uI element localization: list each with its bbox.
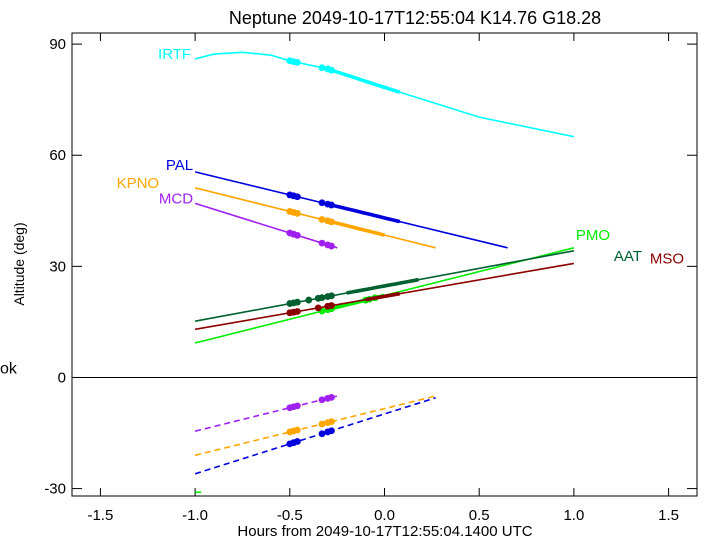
y-tick-label: 0 <box>58 369 66 386</box>
label-mso: MSO <box>650 250 684 267</box>
series-dot <box>318 64 326 72</box>
series-thick-segment <box>365 291 401 302</box>
y-axis-label: Altitude (deg) <box>11 222 27 305</box>
label-irtf: IRTF <box>158 46 191 63</box>
y-tick-label: -30 <box>44 481 66 498</box>
series-dot <box>293 298 301 306</box>
series-below-dot <box>293 438 301 445</box>
series-dot <box>293 209 301 217</box>
label-aat: AAT <box>614 248 642 265</box>
x-tick-label: -1.0 <box>182 507 208 524</box>
series-dot <box>293 59 301 66</box>
series-mso <box>194 262 575 331</box>
series-below-dot <box>328 393 335 401</box>
series-dot <box>318 239 326 247</box>
series-thick-segment <box>346 277 419 295</box>
label-pmo: PMO <box>576 227 610 244</box>
series-below-horizon <box>194 395 338 432</box>
series-aat <box>194 250 575 322</box>
series-dot <box>328 242 335 250</box>
series-below-dot <box>328 418 335 426</box>
label-pal: PAL <box>166 157 193 174</box>
x-tick-label: 1.5 <box>658 507 679 524</box>
x-tick-label: -1.5 <box>87 507 113 524</box>
series-below-dot <box>318 430 326 438</box>
series-kpno <box>194 187 436 457</box>
series-irtf <box>194 51 575 138</box>
y-tick-label: 60 <box>49 147 66 164</box>
series-line <box>194 187 436 249</box>
series-line <box>194 51 575 138</box>
series-dot <box>305 296 313 304</box>
series-below-horizon <box>194 397 436 475</box>
series-line <box>194 202 338 249</box>
series-below-dot <box>318 396 326 404</box>
x-tick-label: 0.0 <box>374 507 395 524</box>
series-dot <box>293 193 301 201</box>
series-dot <box>318 216 326 223</box>
series-thick-segment <box>327 202 401 224</box>
series-dot <box>314 294 322 302</box>
axis-ticks: -1.5 -1.0 -0.5 0.0 0.5 1.0 1.5 -30 0 30 60 90 <box>44 33 697 524</box>
series-pal <box>194 171 508 475</box>
series-group <box>194 51 575 494</box>
x-tick-label: 0.5 <box>469 507 490 524</box>
plot-frame <box>71 32 698 497</box>
label-kpno: KPNO <box>117 175 160 192</box>
series-below-dot <box>293 426 301 434</box>
series-dot <box>314 304 322 312</box>
y-tick-label: 90 <box>49 36 66 53</box>
series-below-dot <box>293 402 301 410</box>
series-below-horizon <box>194 395 436 457</box>
series-thick-segment <box>327 67 401 94</box>
series-dot <box>328 292 335 300</box>
series-thick-segment <box>327 219 385 237</box>
series-dot <box>328 66 335 74</box>
label-mcd: MCD <box>159 190 193 207</box>
series-dot <box>318 199 326 207</box>
series-below-dot <box>318 420 326 428</box>
series-dot <box>293 308 301 315</box>
chart-title: Neptune 2049-10-17T12:55:04 K14.76 G18.2… <box>229 8 601 28</box>
x-axis-label: Hours from 2049-10-17T12:55:04.1400 UTC <box>237 523 532 540</box>
y-tick-label: 30 <box>49 258 66 275</box>
series-dot <box>328 201 335 209</box>
x-tick-label: -0.5 <box>277 507 303 524</box>
series-mcd <box>194 202 338 432</box>
series-below-dot <box>328 427 335 435</box>
series-dot <box>328 218 335 226</box>
series-dot <box>293 231 301 239</box>
x-tick-label: 1.0 <box>563 507 584 524</box>
series-dot <box>328 302 335 309</box>
zero-line-label: ok <box>0 360 18 377</box>
